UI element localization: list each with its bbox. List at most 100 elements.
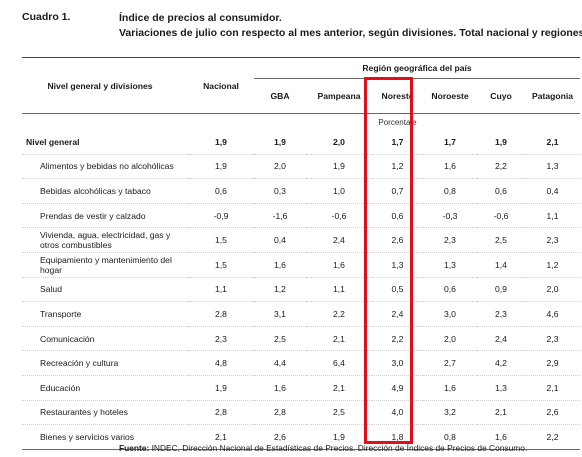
- value-cell: 1,3: [477, 375, 525, 401]
- region-group-header: Región geográfica del país: [254, 57, 581, 79]
- region-header: Noroeste: [423, 78, 477, 114]
- row-label: Restaurantes y hoteles: [22, 400, 188, 426]
- table-row: Vivienda, agua, electricidad, gas y otro…: [22, 227, 581, 253]
- row-label: Nivel general: [22, 130, 188, 155]
- value-cell: 0,5: [372, 277, 423, 303]
- value-cell: 2,3: [477, 301, 525, 327]
- value-cell: -0,9: [188, 203, 254, 229]
- value-cell: 1,7: [372, 130, 423, 155]
- value-cell: 1,3: [372, 252, 423, 278]
- value-cell: 2,2: [525, 424, 581, 450]
- value-cell: 2,7: [423, 350, 477, 376]
- table-row: Educación 1,9 1,6 2,1 4,9 1,6 1,3 2,1: [22, 375, 581, 401]
- region-header: Pampeana: [306, 78, 372, 114]
- value-cell: 2,1: [306, 375, 372, 401]
- value-cell: -0,3: [423, 203, 477, 229]
- value-cell: 3,2: [423, 400, 477, 426]
- value-cell: 2,6: [525, 400, 581, 426]
- row-label: Bienes y servicios varios: [22, 424, 188, 450]
- header-row-top: Nivel general y divisiones Nacional Regi…: [22, 57, 581, 114]
- unit-label: Porcentaje: [378, 117, 417, 127]
- value-cell: -1,6: [254, 203, 306, 229]
- table-row: Restaurantes y hoteles 2,8 2,8 2,5 4,0 3,2 2,1…: [22, 400, 581, 426]
- value-cell: -0,6: [477, 203, 525, 229]
- region-header: Noreste: [372, 78, 423, 114]
- value-cell: 1,6: [477, 424, 525, 450]
- value-cell: 2,5: [477, 227, 525, 253]
- value-cell: 1,9: [254, 130, 306, 155]
- value-cell: 2,8: [254, 400, 306, 426]
- value-cell: 0,8: [423, 424, 477, 450]
- header-row-regions: GBA Pampeana Noreste Noroeste Cuyo Patag…: [22, 78, 581, 114]
- table-row: Salud 1,1 1,2 1,1 0,5 0,6 0,9 2,0: [22, 277, 581, 303]
- value-cell: 1,9: [188, 375, 254, 401]
- table-row: Equipamiento y mantenimiento del hogar 1,…: [22, 252, 581, 278]
- value-cell: 1,6: [423, 375, 477, 401]
- table-caption: Índice de precios al consumidor. Variaci…: [119, 11, 582, 41]
- table-number: Cuadro 1.: [22, 11, 71, 23]
- value-cell: 0,6: [372, 203, 423, 229]
- value-cell: 2,6: [254, 424, 306, 450]
- value-cell: 1,9: [306, 424, 372, 450]
- value-cell: 1,1: [306, 277, 372, 303]
- value-cell: 1,1: [525, 203, 581, 229]
- value-cell: 1,9: [188, 130, 254, 155]
- value-cell: 2,3: [525, 227, 581, 253]
- row-label: Recreación y cultura: [22, 350, 188, 376]
- row-label: Vivienda, agua, electricidad, gas y otro…: [22, 227, 188, 253]
- table-row: Bienes y servicios varios 2,1 2,6 1,9 1,8 0,8…: [22, 424, 581, 450]
- value-cell: 2,3: [188, 326, 254, 352]
- value-cell: 1,1: [188, 277, 254, 303]
- row-label: Educación: [22, 375, 188, 401]
- value-cell: 4,8: [188, 350, 254, 376]
- region-header: Cuyo: [477, 78, 525, 114]
- value-cell: 2,0: [423, 326, 477, 352]
- value-cell: 4,6: [525, 301, 581, 327]
- value-cell: 2,2: [306, 301, 372, 327]
- value-cell: 1,9: [306, 154, 372, 180]
- value-cell: 3,0: [372, 350, 423, 376]
- row-label: Comunicación: [22, 326, 188, 352]
- source-label: Fuente:: [119, 443, 150, 453]
- source-text: INDEC, Dirección Nacional de Estadística…: [151, 443, 528, 453]
- value-cell: 0,4: [254, 227, 306, 253]
- value-cell: 1,4: [477, 252, 525, 278]
- value-cell: 1,5: [188, 227, 254, 253]
- value-cell: 2,2: [477, 154, 525, 180]
- value-cell: 2,1: [477, 400, 525, 426]
- row-label: Transporte: [22, 301, 188, 327]
- value-cell: 2,2: [372, 326, 423, 352]
- cpi-table: Nivel general y divisiones Nacional Regi…: [22, 57, 581, 450]
- value-cell: 1,6: [306, 252, 372, 278]
- value-cell: 1,2: [254, 277, 306, 303]
- value-cell: 4,2: [477, 350, 525, 376]
- row-label: Bebidas alcohólicas y tabaco: [22, 178, 188, 204]
- value-cell: 2,9: [525, 350, 581, 376]
- value-cell: 1,9: [477, 130, 525, 155]
- total-row: Nivel general 1,9 1,9 2,0 1,7 1,7 1,9 2,1: [22, 130, 581, 155]
- value-cell: 0,9: [477, 277, 525, 303]
- table-row: Comunicación 2,3 2,5 2,1 2,2 2,0 2,4 2,3: [22, 326, 581, 352]
- value-cell: 0,6: [423, 277, 477, 303]
- region-header: Patagonia: [525, 78, 581, 114]
- table-row: Recreación y cultura 4,8 4,4 6,4 3,0 2,7 4,2 2,…: [22, 350, 581, 376]
- value-cell: 0,7: [372, 178, 423, 204]
- caption-title-line1: Índice de precios al consumidor.: [119, 12, 282, 24]
- unit-row: Porcentaje: [22, 114, 580, 131]
- value-cell: 1,5: [188, 252, 254, 278]
- national-column-header: Nacional: [188, 57, 254, 114]
- value-cell: 1,6: [254, 375, 306, 401]
- value-cell: 1,6: [254, 252, 306, 278]
- value-cell: 2,4: [306, 227, 372, 253]
- value-cell: 0,6: [188, 178, 254, 204]
- value-cell: 2,5: [254, 326, 306, 352]
- value-cell: 1,3: [423, 252, 477, 278]
- value-cell: 2,0: [306, 130, 372, 155]
- region-header: GBA: [254, 78, 306, 114]
- value-cell: 0,3: [254, 178, 306, 204]
- value-cell: 1,9: [188, 154, 254, 180]
- value-cell: 2,8: [188, 301, 254, 327]
- value-cell: 2,4: [477, 326, 525, 352]
- value-cell: 4,0: [372, 400, 423, 426]
- caption-title-line2: Variaciones de julio con respecto al mes…: [119, 27, 582, 39]
